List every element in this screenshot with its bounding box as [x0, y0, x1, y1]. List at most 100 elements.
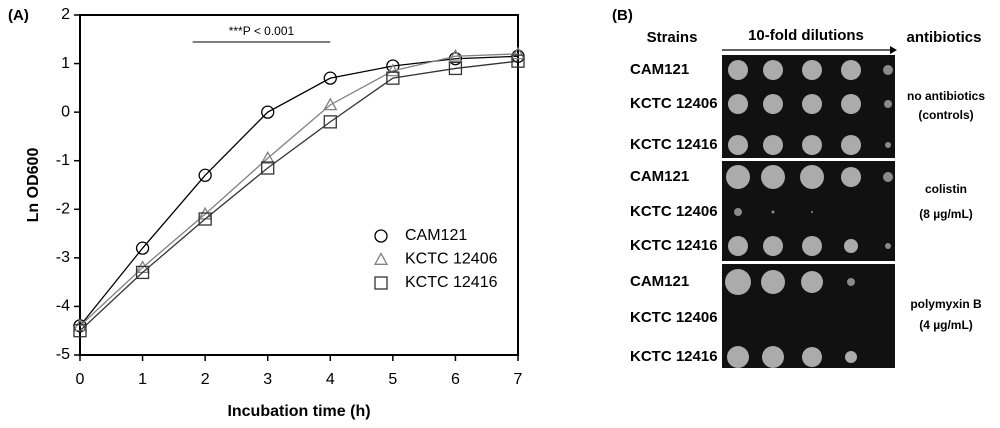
strain-label: CAM121 [630, 61, 689, 78]
legend-marker [374, 276, 388, 290]
data-point [261, 105, 275, 119]
colony-spot [841, 60, 861, 80]
x-tick-label: 5 [388, 371, 397, 388]
strain-label: CAM121 [630, 273, 689, 290]
legend-marker [374, 229, 388, 243]
colony-spot [728, 236, 748, 256]
colony-spot [883, 172, 893, 182]
condition-label: polymyxin B [910, 297, 982, 311]
colony-spot [885, 243, 891, 249]
colony-spot [841, 135, 861, 155]
colony-spot [725, 269, 751, 295]
data-point [448, 52, 463, 66]
y-axis-label: Ln OD600 [25, 148, 42, 223]
column-header: antibiotics [906, 29, 981, 46]
column-header: Strains [647, 29, 698, 46]
colony-spot [802, 347, 822, 367]
data-point [323, 97, 338, 111]
colony-spot [763, 236, 783, 256]
data-point [73, 324, 87, 338]
data-point [198, 212, 212, 226]
colony-spot [761, 270, 785, 294]
data-point [511, 54, 525, 68]
colony-spot [800, 165, 824, 189]
colony-spot [811, 211, 813, 213]
colony-spot [762, 346, 784, 368]
strain-label: KCTC 12406 [630, 95, 718, 112]
colony-spot [771, 210, 775, 214]
colony-spot [728, 60, 748, 80]
series-line [79, 55, 519, 327]
colony-spot [883, 65, 893, 75]
data-point [135, 265, 150, 280]
strain-label: KCTC 12406 [630, 309, 718, 326]
x-tick-label: 1 [138, 371, 147, 388]
y-tick-label: -4 [56, 298, 70, 315]
y-tick-label: -3 [56, 249, 70, 266]
colony-spot [728, 94, 748, 114]
colony-spot [763, 135, 783, 155]
column-header: 10-fold dilutions [748, 27, 864, 44]
strain-label: KCTC 12406 [630, 203, 718, 220]
x-tick-label: 6 [451, 371, 460, 388]
data-point [261, 161, 275, 175]
y-tick-label: 2 [61, 6, 70, 23]
colony-spot [801, 271, 823, 293]
colony-spot [727, 346, 749, 368]
data-point [386, 71, 400, 85]
data-point [510, 46, 526, 60]
data-point [135, 241, 150, 255]
series-line [79, 53, 519, 327]
legend-label: CAM121 [405, 227, 467, 244]
x-tick-label: 0 [76, 371, 85, 388]
colony-spot [847, 278, 855, 286]
strain-label: KCTC 12416 [630, 136, 718, 153]
colony-spot [728, 135, 748, 155]
data-point [448, 48, 463, 62]
colony-spot [726, 165, 750, 189]
y-tick-label: -1 [56, 152, 70, 169]
colony-spot [761, 165, 785, 189]
plot-frame [79, 14, 519, 356]
condition-label: (controls) [918, 108, 973, 122]
condition-label: no antibiotics [907, 89, 985, 103]
panel-label: (A) [8, 7, 29, 24]
data-point [198, 168, 212, 182]
colony-spot [844, 239, 858, 253]
data-point [323, 115, 337, 129]
colony-spot [802, 60, 822, 80]
legend-label: KCTC 12416 [405, 274, 498, 291]
separator [722, 261, 895, 264]
colony-spot [885, 142, 891, 148]
colony-spot [845, 351, 857, 363]
arrow-head [890, 46, 897, 54]
y-tick-label: 1 [61, 55, 70, 72]
strain-label: KCTC 12416 [630, 237, 718, 254]
x-tick-label: 3 [263, 371, 272, 388]
data-point [448, 61, 463, 76]
y-tick-label: -2 [56, 201, 70, 218]
colony-spot [802, 236, 822, 256]
colony-spot [884, 100, 892, 108]
legend-label: KCTC 12406 [405, 251, 498, 268]
x-tick-label: 2 [201, 371, 210, 388]
colony-spot [763, 94, 783, 114]
data-point [385, 63, 400, 77]
y-tick-label: 0 [61, 103, 70, 120]
x-tick-label: 4 [326, 371, 335, 388]
condition-label: (4 µg/mL) [919, 318, 973, 332]
legend-marker [373, 252, 389, 265]
annotation: ***P < 0.001 [229, 24, 295, 38]
panel-label: (B) [612, 7, 633, 24]
colony-spot [841, 167, 861, 187]
strain-label: CAM121 [630, 168, 689, 185]
data-point [260, 150, 275, 164]
y-tick-label: -5 [56, 346, 70, 363]
series-line [79, 60, 519, 332]
x-axis-label: Incubation time (h) [227, 403, 370, 420]
colony-spot [802, 135, 822, 155]
colony-spot [734, 208, 742, 216]
colony-spot [841, 94, 861, 114]
strain-label: KCTC 12416 [630, 348, 718, 365]
